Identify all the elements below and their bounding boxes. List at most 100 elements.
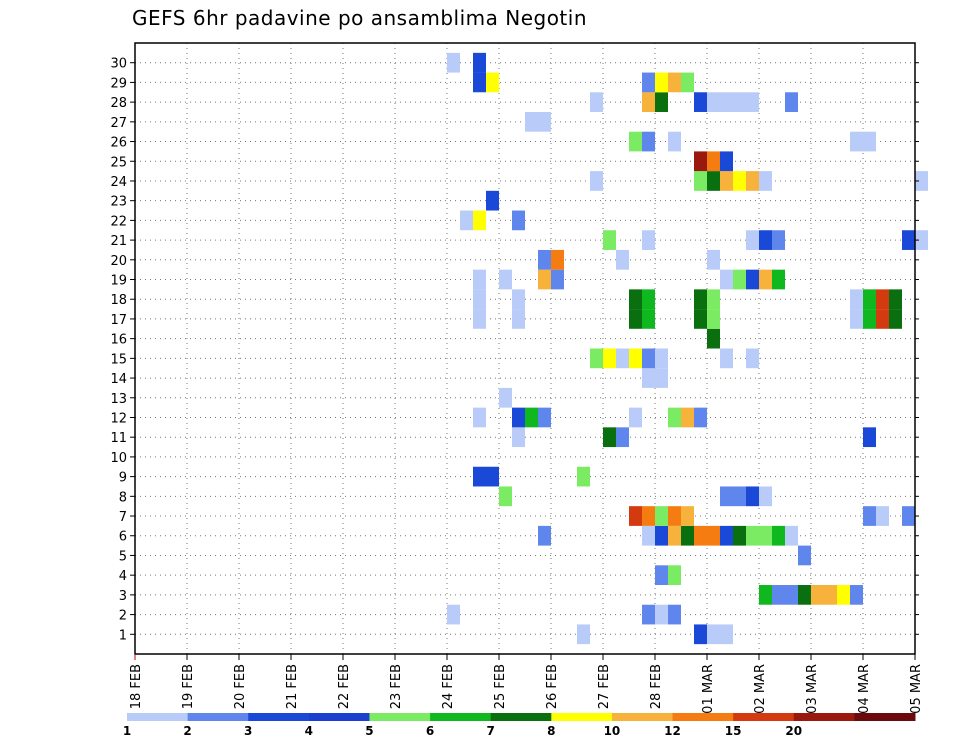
x-tick-label: 18 FEB <box>129 664 144 709</box>
legend-swatch <box>611 713 674 721</box>
legend-label: 1 <box>123 724 131 738</box>
x-tick-label: 26 FEB <box>545 664 560 709</box>
heatmap-cell <box>603 427 616 448</box>
heatmap-cell <box>616 348 629 369</box>
heatmap-cell <box>655 92 668 112</box>
y-tick-label: 9 <box>119 471 127 486</box>
x-tick-label: 22 FEB <box>337 664 352 709</box>
heatmap-cell <box>850 131 863 152</box>
x-tick-label: 28 FEB <box>649 664 664 709</box>
heatmap-cell <box>512 210 525 231</box>
heatmap-cell <box>759 525 772 546</box>
y-tick-label: 21 <box>110 234 127 249</box>
heatmap-cell <box>863 289 876 310</box>
x-tick-label: 01 MAR <box>701 664 716 714</box>
heatmap-cell <box>668 506 681 526</box>
heatmap-cell <box>512 407 525 428</box>
y-tick-label: 18 <box>110 293 127 308</box>
heatmap-cell <box>772 269 785 290</box>
plot-area <box>135 43 915 654</box>
heatmap-cell <box>824 585 837 605</box>
heatmap-cell <box>785 525 798 546</box>
y-tick-label: 5 <box>119 549 127 564</box>
legend-swatch <box>733 713 795 721</box>
y-tick-label: 15 <box>110 352 127 367</box>
x-tick-label: 04 MAR <box>857 664 872 714</box>
heatmap-cell <box>746 269 759 290</box>
heatmap-cell <box>707 309 720 329</box>
x-tick-label: 19 FEB <box>181 664 196 709</box>
heatmap-cell <box>694 525 707 546</box>
heatmap-cell <box>642 368 655 388</box>
heatmap-cell <box>668 565 681 586</box>
heatmap-cell <box>902 506 915 526</box>
heatmap-cell <box>720 151 733 172</box>
legend-label: 10 <box>604 724 621 738</box>
heatmap-cell <box>798 545 811 566</box>
legend-swatch <box>490 713 552 721</box>
heatmap-cell <box>720 269 733 290</box>
heatmap-cell <box>629 309 642 329</box>
heatmap-cell <box>655 348 668 369</box>
heatmap-cell <box>642 92 655 112</box>
heatmap-cell <box>642 604 655 625</box>
x-tick-label: 27 FEB <box>597 664 612 709</box>
heatmap-cell <box>590 171 603 191</box>
heatmap-cell <box>876 506 889 526</box>
heatmap-cell <box>720 525 733 546</box>
heatmap-cell <box>538 111 551 132</box>
heatmap-cell <box>629 506 642 526</box>
y-tick-label: 2 <box>119 609 127 624</box>
heatmap-cell <box>603 348 616 369</box>
y-tick-label: 17 <box>110 313 127 328</box>
x-tick-label: 03 MAR <box>805 664 820 714</box>
heatmap-cell <box>668 72 681 93</box>
heatmap-cell <box>746 230 759 250</box>
heatmap-cell <box>538 269 551 290</box>
y-tick-label: 4 <box>119 569 127 584</box>
heatmap-cell <box>733 525 746 546</box>
heatmap-cell <box>655 525 668 546</box>
heatmap-cell <box>460 210 473 231</box>
legend-label: 20 <box>785 724 802 738</box>
heatmap-cell <box>616 249 629 270</box>
heatmap-cell <box>473 289 486 310</box>
heatmap-cell <box>538 407 551 428</box>
legend-label: 7 <box>487 724 495 738</box>
heatmap-cell <box>707 151 720 172</box>
legend-swatch <box>127 713 189 721</box>
heatmap-cell <box>772 230 785 250</box>
x-tick-label: 05 MAR <box>909 664 924 714</box>
heatmap-cell <box>720 171 733 191</box>
heatmap-cell <box>746 525 759 546</box>
heatmap-cell <box>889 309 902 329</box>
heatmap-cell <box>642 348 655 369</box>
heatmap-cell <box>642 72 655 93</box>
y-tick-label: 3 <box>119 589 127 604</box>
legend-label: 2 <box>183 724 191 738</box>
legend-label: 4 <box>305 724 313 738</box>
heatmap-cell <box>629 348 642 369</box>
heatmap-cell <box>694 151 707 172</box>
y-tick-label: 29 <box>110 76 127 91</box>
heatmap-cell <box>551 269 564 290</box>
heatmap-cell <box>746 92 759 112</box>
heatmap-cell <box>681 72 694 93</box>
heatmap-cell <box>889 289 902 310</box>
heatmap-cell <box>642 230 655 250</box>
y-tick-label: 12 <box>110 411 127 426</box>
y-tick-label: 28 <box>110 96 127 111</box>
heatmap-cell <box>642 289 655 310</box>
heatmap-cell <box>759 171 772 191</box>
heatmap-cell <box>577 466 590 487</box>
heatmap-cell <box>707 624 720 645</box>
heatmap-cell <box>837 585 850 605</box>
y-tick-label: 1 <box>119 628 127 643</box>
legend-label: 15 <box>725 724 742 738</box>
y-tick-label: 13 <box>110 392 127 407</box>
heatmap-cell <box>655 565 668 586</box>
heatmap-cell <box>590 92 603 112</box>
x-tick-label: 21 FEB <box>285 664 300 709</box>
